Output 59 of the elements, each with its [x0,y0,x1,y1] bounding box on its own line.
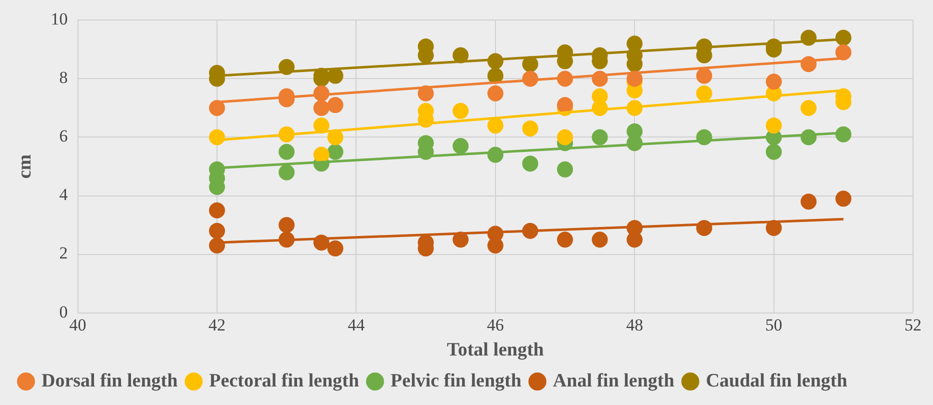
y-tick-label: 0 [59,302,68,322]
point [522,156,538,172]
point [487,85,504,102]
x-tick-label: 48 [626,315,644,334]
point [327,97,344,114]
x-tick-label: 42 [208,315,226,334]
y-tick-label: 10 [50,10,68,29]
point [696,85,712,102]
point [800,194,817,210]
point [487,68,504,84]
point [278,217,295,234]
y-tick-label: 8 [59,68,68,88]
y-tick-label: 2 [59,244,68,263]
point [835,190,852,207]
legend-label: Caudal fin length [706,370,848,392]
x-tick-label: 44 [348,315,366,334]
point [452,138,469,154]
point [313,100,330,116]
point [209,129,225,146]
point [766,74,782,90]
point [800,100,817,116]
point [696,68,712,84]
point [452,102,469,119]
x-axis-title: Total length [446,340,544,361]
point [487,118,504,134]
point [313,146,330,163]
y-tick-label: 6 [59,126,68,146]
point [209,222,225,239]
point [278,164,295,180]
legend-label: Anal fin length [552,370,675,392]
point [209,238,225,254]
point [626,232,643,248]
legend-label: Pectoral fin length [209,370,360,392]
x-tick-label: 52 [904,315,922,334]
point [209,100,225,116]
x-tick-label: 46 [486,315,504,334]
point [209,202,225,218]
point [327,144,344,160]
point [592,129,608,146]
point [327,240,344,256]
point [592,232,608,248]
point [835,126,852,142]
point [557,161,573,178]
point [278,144,295,160]
point [835,44,852,60]
point [557,232,573,248]
point [327,68,344,84]
point [487,238,504,254]
point [766,144,782,160]
x-tick-label: 50 [765,315,782,334]
legend-label: Dorsal fin length [42,370,178,392]
y-tick-label: 4 [59,185,68,204]
point [557,129,573,146]
y-axis-title: cm [14,154,36,179]
point [766,118,782,134]
point [592,88,608,104]
point [522,120,538,136]
x-tick-label: 40 [69,315,86,334]
legend-label: Pelvic fin length [390,370,522,392]
